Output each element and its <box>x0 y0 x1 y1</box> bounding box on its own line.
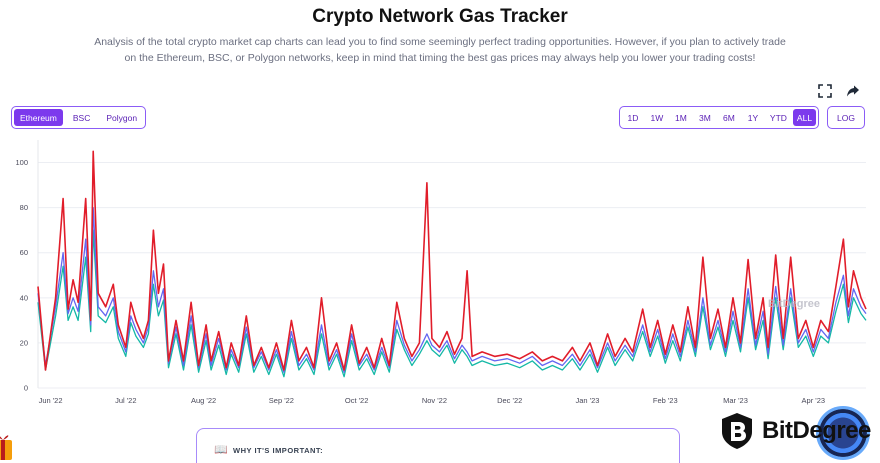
range-3m-button[interactable]: 3M <box>699 112 711 123</box>
y-tick-label: 100 <box>15 158 28 167</box>
brand-logo[interactable]: BitDegree <box>720 406 871 460</box>
page-subtitle: Analysis of the total crypto market cap … <box>94 36 786 64</box>
range-6m-button[interactable]: 6M <box>723 112 735 123</box>
series-line-2 <box>37 229 867 378</box>
range-selector: 1D 1W 1M 3M 6M 1Y YTD ALL LOG <box>618 106 865 129</box>
gas-price-chart[interactable]: 0 20 40 60 80 100 Jun '22 Jul '22 Aug '22 Sep '22… <box>0 140 880 412</box>
y-tick-label: 80 <box>20 203 28 212</box>
range-ytd-button[interactable]: YTD <box>769 112 787 123</box>
log-scale-button[interactable]: LOG <box>827 106 865 129</box>
x-tick-label: Oct '22 <box>345 396 369 405</box>
range-button-group: 1D 1W 1M 3M 6M 1Y YTD ALL <box>618 106 820 129</box>
y-tick-label: 40 <box>20 293 28 302</box>
y-tick-label: 20 <box>20 338 28 347</box>
range-1y-button[interactable]: 1Y <box>747 112 759 123</box>
range-all-button[interactable]: ALL <box>792 109 817 126</box>
x-tick-label: Nov '22 <box>422 396 447 405</box>
series-line-1 <box>37 206 867 373</box>
y-tick-label: 60 <box>20 248 28 257</box>
network-tab-ethereum[interactable]: Ethereum <box>14 109 63 126</box>
range-1m-button[interactable]: 1M <box>675 112 687 123</box>
x-tick-label: Jul '22 <box>115 396 136 405</box>
x-tick-label: Sep '22 <box>269 396 294 405</box>
x-tick-label: Jan '23 <box>576 396 600 405</box>
y-tick-label: 0 <box>24 384 28 393</box>
network-tab-polygon[interactable]: Polygon <box>106 112 138 123</box>
share-arrow-icon[interactable] <box>846 84 860 98</box>
network-selector: Ethereum BSC Polygon <box>11 106 147 129</box>
series-line-0 <box>37 150 867 371</box>
bitdegree-shield-icon <box>722 413 752 449</box>
expand-icon[interactable] <box>818 84 832 98</box>
range-1d-button[interactable]: 1D <box>627 112 639 123</box>
x-tick-label: Apr '23 <box>802 396 826 405</box>
info-card-label: WHY IT'S IMPORTANT: <box>233 446 324 455</box>
network-tab-bsc[interactable]: BSC <box>72 112 91 123</box>
book-icon: 📖 <box>214 444 228 456</box>
x-tick-label: Dec '22 <box>497 396 522 405</box>
x-tick-label: Aug '22 <box>191 396 216 405</box>
x-tick-label: Jun '22 <box>39 396 63 405</box>
x-tick-label: Feb '23 <box>653 396 678 405</box>
x-tick-label: Mar '23 <box>723 396 748 405</box>
info-card: 📖 WHY IT'S IMPORTANT: <box>196 428 680 463</box>
gift-icon[interactable] <box>0 430 14 460</box>
brand-name: BitDegree <box>762 417 871 444</box>
chart-toolbar <box>818 84 860 98</box>
page-title: Crypto Network Gas Tracker <box>312 6 568 27</box>
chart-watermark: BitDegree <box>768 298 820 310</box>
range-1w-button[interactable]: 1W <box>650 112 664 123</box>
assistant-orb[interactable] <box>816 406 870 460</box>
